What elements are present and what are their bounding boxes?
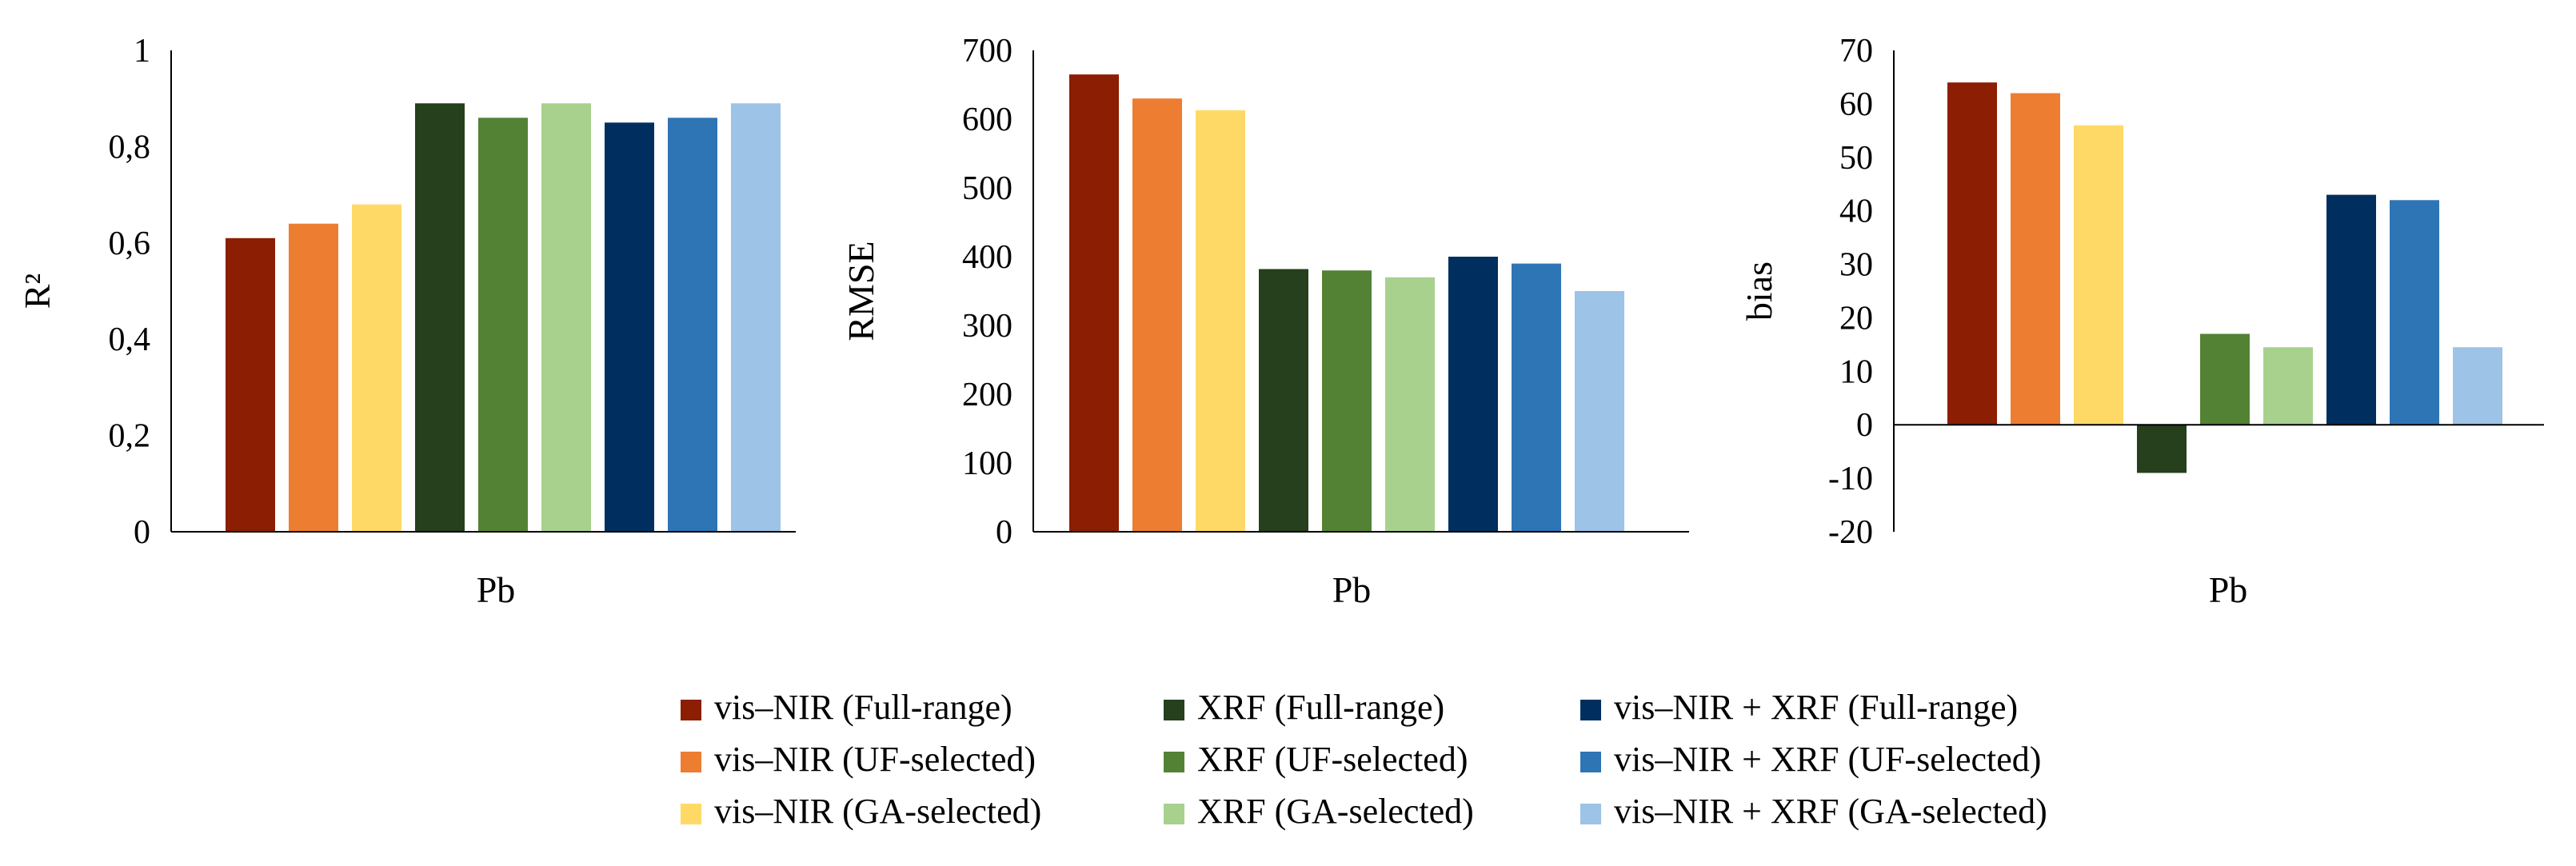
y-tick-label: 0 <box>996 514 1012 551</box>
y-tick-label: 20 <box>1839 300 1873 337</box>
bar-vis-nir-ga-selected <box>2074 125 2123 425</box>
y-tick-label: 0,6 <box>109 225 151 262</box>
legend-label: XRF (GA-selected) <box>1197 792 1474 831</box>
y-tick-label: 0,8 <box>109 129 151 166</box>
legend-swatch <box>1164 804 1184 824</box>
legend: vis–NIR (Full-range) vis–NIR (UF-selected… <box>681 688 2047 831</box>
y-tick-label: 100 <box>962 445 1012 482</box>
y-axis-title: R² <box>17 273 58 309</box>
bar-xrf-full-range <box>415 103 465 533</box>
y-tick-label: 0 <box>1856 407 1873 444</box>
y-tick-label: 500 <box>962 170 1012 207</box>
panel-r2: 0 0,2 0,4 0,6 0,8 1 Pb R² <box>17 33 796 610</box>
legend-swatch <box>681 752 701 772</box>
category-label: Pb <box>477 569 516 610</box>
y-tick-label: 30 <box>1839 247 1873 284</box>
bar-vis-nir-uf-selected <box>289 223 338 532</box>
bar-vis-nir-uf-selected <box>2011 93 2060 425</box>
bar-xrf-uf-selected <box>2200 333 2250 425</box>
category-label: Pb <box>1332 569 1372 610</box>
bar-vis-nir-xrf-ga-selected <box>2453 347 2502 425</box>
y-tick-label: 200 <box>962 377 1012 413</box>
legend-label: vis–NIR (GA-selected) <box>714 792 1041 831</box>
legend-swatch <box>681 700 701 720</box>
legend-swatch <box>1580 752 1601 772</box>
y-tick-label: 0 <box>134 514 150 551</box>
legend-label: XRF (Full-range) <box>1197 688 1444 727</box>
panel-rmse: 0 100 200 300 400 500 600 700 Pb RMSE <box>841 33 1689 610</box>
bar-vis-nir-full-range <box>1069 74 1119 533</box>
bar-xrf-full-range <box>1259 269 1308 532</box>
y-tick-label: 700 <box>962 33 1012 70</box>
legend-swatch <box>1164 752 1184 772</box>
y-tick-label: 0,2 <box>109 418 151 455</box>
legend-swatch <box>1580 700 1601 720</box>
bar-vis-nir-uf-selected <box>1132 98 1182 532</box>
bar-vis-nir-xrf-ga-selected <box>731 103 781 533</box>
bar-vis-nir-full-range <box>1947 82 1997 425</box>
bar-vis-nir-xrf-uf-selected <box>2390 200 2439 425</box>
y-tick-label: 40 <box>1839 194 1873 230</box>
bar-xrf-full-range <box>2137 425 2187 473</box>
y-tick-label: 1 <box>134 33 150 70</box>
legend-label: XRF (UF-selected) <box>1197 740 1468 779</box>
y-axis-title: RMSE <box>841 241 881 341</box>
legend-label: vis–NIR (UF-selected) <box>714 740 1036 779</box>
y-tick-label: 300 <box>962 308 1012 345</box>
bar-vis-nir-xrf-full-range <box>605 122 654 533</box>
legend-swatch <box>1164 700 1184 720</box>
bar-xrf-ga-selected <box>541 103 591 533</box>
y-tick-label: -10 <box>1828 461 1873 497</box>
legend-label: vis–NIR + XRF (GA-selected) <box>1614 792 2047 831</box>
legend-label: vis–NIR + XRF (Full-range) <box>1614 688 2018 727</box>
category-label: Pb <box>2209 569 2248 610</box>
bar-vis-nir-ga-selected <box>352 204 401 532</box>
y-tick-label: -20 <box>1828 514 1873 551</box>
legend-swatch <box>1580 804 1601 824</box>
y-tick-label: 10 <box>1839 353 1873 390</box>
bar-xrf-ga-selected <box>1385 277 1435 532</box>
bar-vis-nir-xrf-uf-selected <box>668 118 717 532</box>
bar-vis-nir-xrf-full-range <box>2326 194 2376 425</box>
bar-vis-nir-xrf-uf-selected <box>1512 263 1561 532</box>
panel-bias: -20 -10 0 10 20 30 40 50 60 70 Pb bias <box>1739 33 2544 610</box>
bar-vis-nir-xrf-ga-selected <box>1575 291 1624 532</box>
y-tick-label: 70 <box>1839 33 1873 70</box>
y-tick-label: 60 <box>1839 86 1873 123</box>
bar-vis-nir-ga-selected <box>1196 110 1245 532</box>
bar-vis-nir-xrf-full-range <box>1448 257 1498 532</box>
y-tick-label: 400 <box>962 239 1012 276</box>
bar-vis-nir-full-range <box>226 237 275 532</box>
y-tick-label: 50 <box>1839 140 1873 177</box>
legend-label: vis–NIR + XRF (UF-selected) <box>1614 740 2041 779</box>
bar-xrf-uf-selected <box>1322 270 1372 532</box>
bar-xrf-ga-selected <box>2263 347 2313 425</box>
bar-xrf-uf-selected <box>478 118 528 532</box>
legend-swatch <box>681 804 701 824</box>
y-axis-title: bias <box>1739 261 1779 321</box>
y-tick-label: 0,4 <box>109 321 151 358</box>
legend-label: vis–NIR (Full-range) <box>714 688 1012 727</box>
y-tick-label: 600 <box>962 102 1012 138</box>
